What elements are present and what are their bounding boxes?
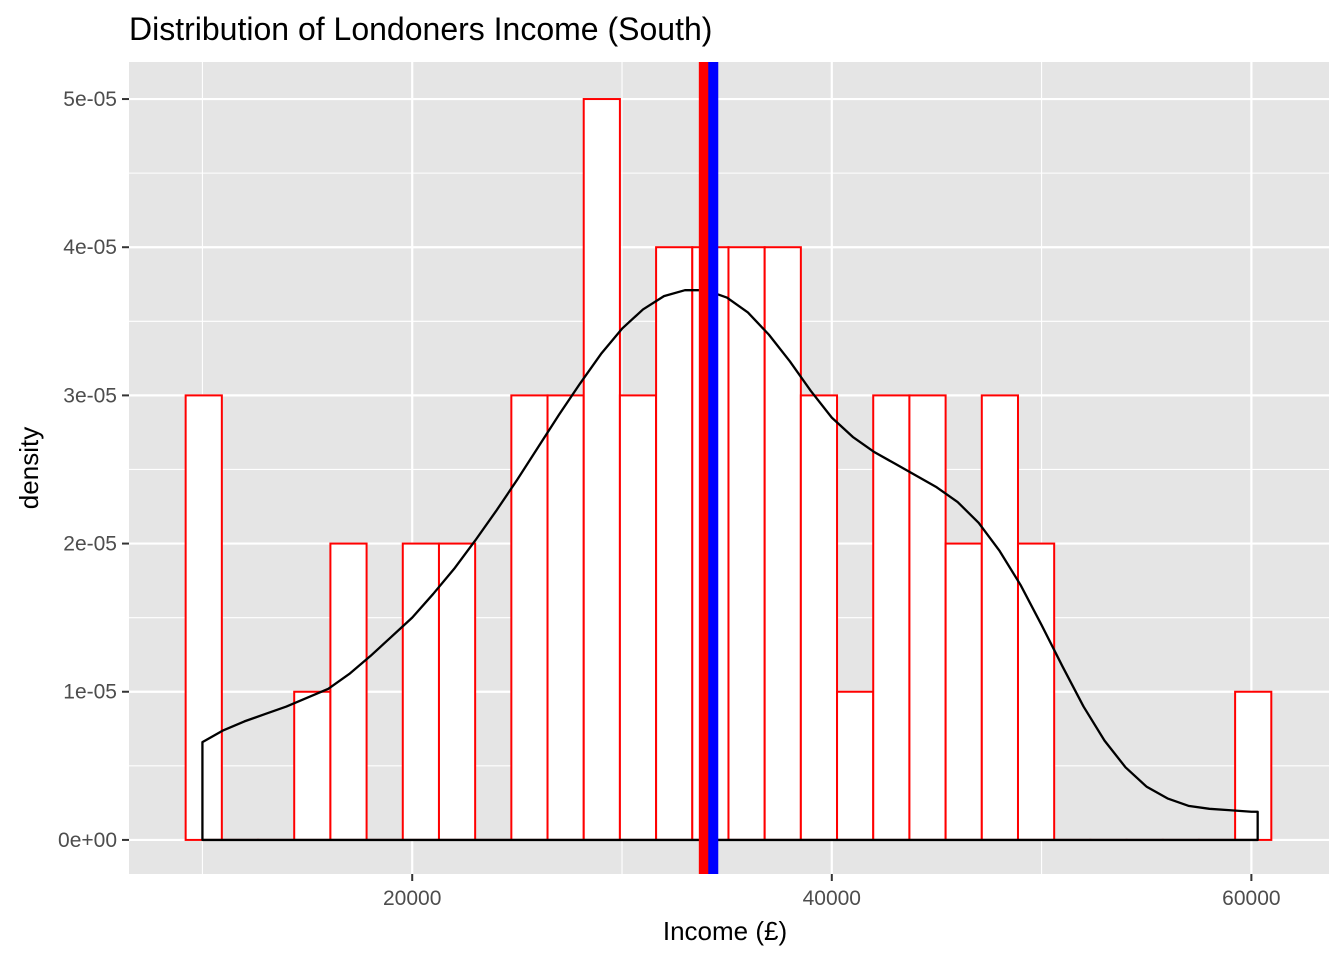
histogram-bar bbox=[329, 542, 368, 841]
y-axis: 0e+00 1e-05 2e-05 3e-05 4e-05 5e-05 bbox=[58, 88, 129, 852]
histogram-bar bbox=[799, 394, 839, 841]
histogram-bar bbox=[184, 394, 223, 841]
x-axis-title: Income (£) bbox=[663, 916, 787, 946]
histogram-bar bbox=[908, 394, 947, 841]
histogram-bars bbox=[184, 98, 1273, 841]
y-tick-label: 2e-05 bbox=[63, 533, 117, 556]
histogram-bar bbox=[510, 394, 549, 841]
histogram-bar bbox=[944, 542, 983, 841]
histogram-bar bbox=[727, 246, 766, 841]
y-axis-title: density bbox=[14, 427, 44, 509]
histogram-bar bbox=[618, 394, 658, 841]
histogram-bar bbox=[582, 98, 621, 841]
histogram-bar bbox=[401, 542, 440, 841]
histogram-bar bbox=[872, 394, 911, 841]
y-tick-label: 5e-05 bbox=[63, 88, 117, 111]
histogram-bar bbox=[293, 690, 332, 841]
histogram-bar bbox=[980, 394, 1019, 841]
reference-lines bbox=[698, 62, 719, 874]
y-tick-label: 1e-05 bbox=[63, 681, 117, 704]
density-curve bbox=[201, 289, 1259, 842]
histogram-bar bbox=[836, 690, 875, 841]
histogram-bar bbox=[763, 246, 802, 841]
histogram-bar bbox=[546, 394, 585, 841]
x-tick-label: 40000 bbox=[803, 887, 861, 910]
y-tick-label: 0e+00 bbox=[58, 829, 117, 852]
histogram-bar bbox=[655, 246, 694, 841]
histogram-bar bbox=[1234, 690, 1273, 841]
histogram-bar bbox=[437, 542, 477, 841]
x-tick-label: 20000 bbox=[383, 887, 441, 910]
y-tick-label: 4e-05 bbox=[63, 236, 117, 259]
x-tick-label: 60000 bbox=[1222, 887, 1280, 910]
chart-title: Distribution of Londoners Income (South) bbox=[129, 11, 712, 47]
x-axis: 20000 40000 60000 bbox=[383, 874, 1281, 910]
y-tick-label: 3e-05 bbox=[63, 384, 117, 407]
density-curve-group bbox=[201, 289, 1259, 842]
